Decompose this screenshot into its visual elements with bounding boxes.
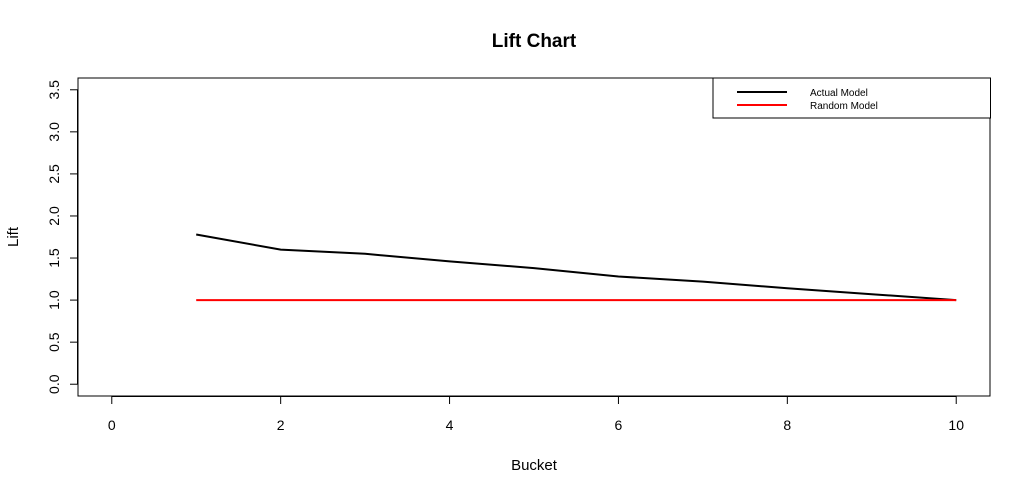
x-tick-label: 4 <box>446 417 454 433</box>
y-tick-label: 2.5 <box>46 164 62 184</box>
y-axis: 0.0 0.5 1.0 1.5 2.0 2.5 3.0 3.5 <box>46 80 78 394</box>
x-axis-label: Bucket <box>511 457 558 474</box>
series-layer <box>196 233 957 302</box>
x-tick-label: 8 <box>783 417 791 433</box>
y-tick-label: 1.5 <box>46 248 62 268</box>
y-tick-label: 3.0 <box>46 122 62 142</box>
legend-label: Random Model <box>810 101 878 112</box>
y-tick-label: 2.0 <box>46 206 62 226</box>
x-tick-label: 10 <box>948 417 964 433</box>
x-tick-label: 2 <box>277 417 285 433</box>
legend-label: Actual Model <box>810 88 868 99</box>
y-tick-label: 0.5 <box>46 332 62 352</box>
y-tick-label: 1.0 <box>46 290 62 310</box>
y-tick-label: 0.0 <box>46 374 62 394</box>
x-tick-label: 6 <box>615 417 623 433</box>
y-axis-label: Lift <box>5 226 22 247</box>
chart-title: Lift Chart <box>492 31 577 52</box>
x-tick-label: 0 <box>108 417 116 433</box>
y-tick-label: 3.5 <box>46 80 62 100</box>
legend-box <box>712 77 991 119</box>
legend: Actual Model Random Model <box>712 77 991 119</box>
series-line-0 <box>196 233 957 302</box>
x-axis: 0 2 4 6 8 10 <box>108 396 964 433</box>
